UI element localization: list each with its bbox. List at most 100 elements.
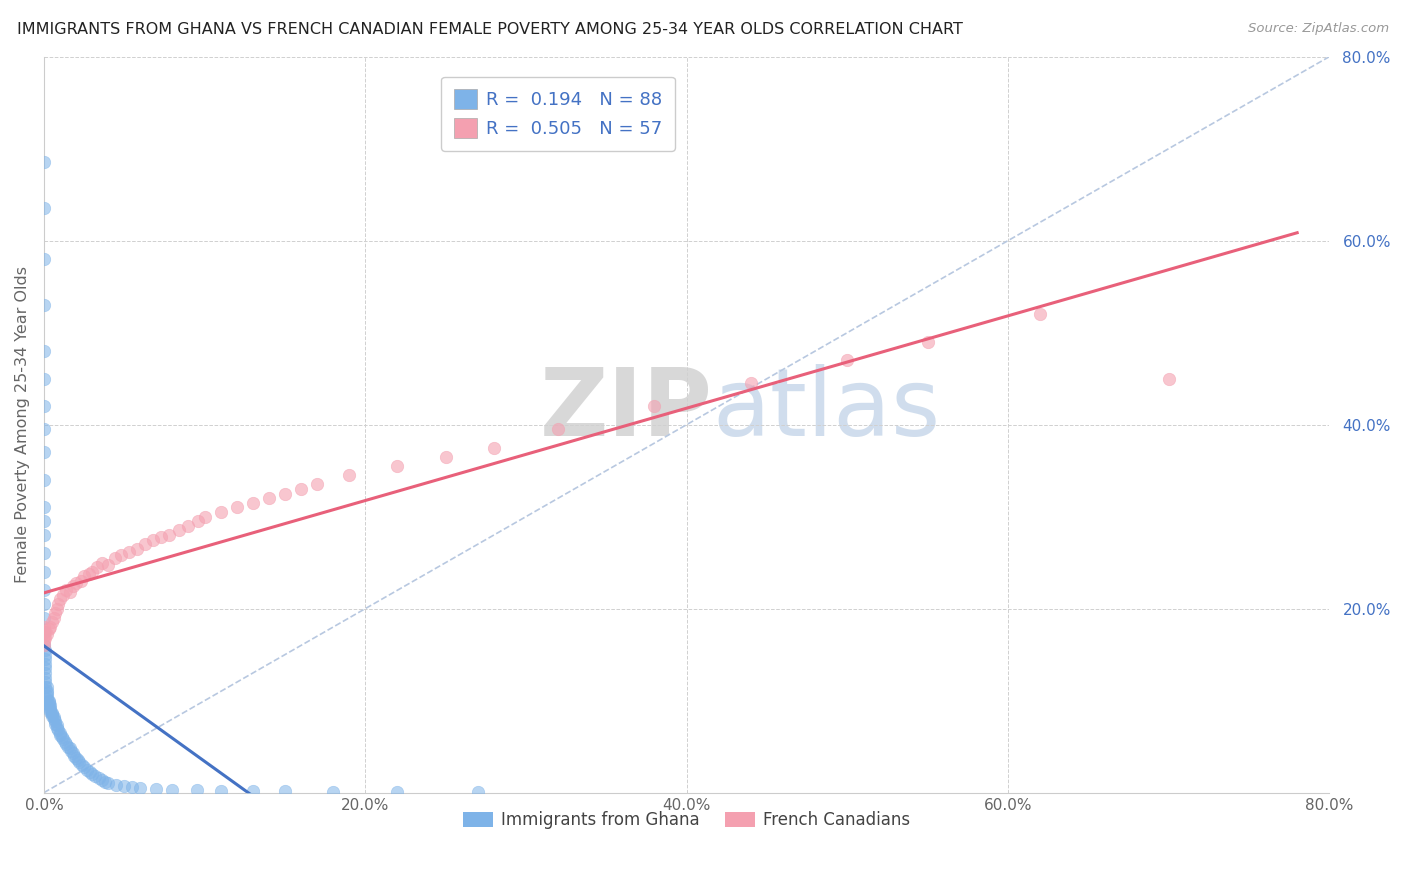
Point <box>34 671 56 685</box>
Point <box>73 569 96 583</box>
Point <box>79 765 101 780</box>
Point <box>49 592 72 607</box>
Point <box>48 723 70 737</box>
Point <box>187 514 209 528</box>
Point <box>34 631 56 645</box>
Point <box>112 779 135 793</box>
Point <box>65 750 87 764</box>
Point <box>39 701 62 715</box>
Point <box>305 477 328 491</box>
Point <box>37 689 59 703</box>
Point <box>97 558 120 572</box>
Point <box>482 441 505 455</box>
Point <box>209 505 232 519</box>
Point <box>42 712 65 726</box>
Point <box>62 746 84 760</box>
Point <box>209 784 232 798</box>
Point <box>69 574 91 588</box>
Point <box>80 767 103 781</box>
Point <box>129 780 152 795</box>
Point <box>77 566 100 581</box>
Point <box>290 482 312 496</box>
Point <box>59 585 82 599</box>
Point <box>32 372 55 386</box>
Point <box>32 514 55 528</box>
Point <box>118 544 141 558</box>
Point <box>49 726 72 740</box>
Point <box>32 528 55 542</box>
Point <box>44 607 66 621</box>
Point <box>32 611 55 625</box>
Point <box>242 784 264 798</box>
Point <box>84 769 107 783</box>
Point <box>97 776 120 790</box>
Point <box>80 565 103 579</box>
Point <box>643 399 665 413</box>
Point <box>37 627 59 641</box>
Point <box>32 473 55 487</box>
Point <box>66 754 89 768</box>
Point <box>125 541 148 556</box>
Point <box>34 657 56 671</box>
Point <box>41 707 63 722</box>
Point <box>167 524 190 538</box>
Point <box>32 546 55 560</box>
Point <box>103 551 125 566</box>
Point <box>32 399 55 413</box>
Point <box>34 675 56 690</box>
Point <box>39 703 62 717</box>
Point <box>90 556 112 570</box>
Point <box>41 709 63 723</box>
Point <box>32 252 55 266</box>
Point <box>56 739 79 754</box>
Point <box>32 565 55 579</box>
Point <box>45 601 67 615</box>
Point <box>34 624 56 639</box>
Point <box>322 785 344 799</box>
Legend: Immigrants from Ghana, French Canadians: Immigrants from Ghana, French Canadians <box>456 805 917 836</box>
Point <box>34 680 56 694</box>
Point <box>44 716 66 731</box>
Point <box>150 530 173 544</box>
Point <box>52 732 75 747</box>
Point <box>110 549 132 563</box>
Point <box>387 785 409 799</box>
Point <box>162 783 184 797</box>
Point <box>193 509 215 524</box>
Point <box>39 705 62 719</box>
Point <box>32 597 55 611</box>
Point <box>121 780 143 794</box>
Point <box>837 353 859 368</box>
Point <box>67 756 90 770</box>
Point <box>60 744 83 758</box>
Point <box>105 778 128 792</box>
Point <box>134 537 156 551</box>
Point <box>38 622 60 636</box>
Point <box>72 758 94 772</box>
Point <box>34 643 56 657</box>
Point <box>337 468 360 483</box>
Point <box>1157 372 1180 386</box>
Point <box>48 597 70 611</box>
Point <box>62 579 84 593</box>
Point <box>94 774 117 789</box>
Point <box>547 422 569 436</box>
Point <box>59 741 82 756</box>
Point <box>49 728 72 742</box>
Point <box>32 629 55 643</box>
Point <box>55 737 77 751</box>
Point <box>37 686 59 700</box>
Point <box>32 639 55 653</box>
Point <box>32 445 55 459</box>
Point <box>32 422 55 436</box>
Point <box>32 639 55 653</box>
Point <box>142 533 165 547</box>
Point <box>32 620 55 634</box>
Point <box>274 486 297 500</box>
Point <box>41 615 63 630</box>
Point <box>44 714 66 728</box>
Point <box>38 698 60 713</box>
Text: IMMIGRANTS FROM GHANA VS FRENCH CANADIAN FEMALE POVERTY AMONG 25-34 YEAR OLDS CO: IMMIGRANTS FROM GHANA VS FRENCH CANADIAN… <box>17 22 963 37</box>
Point <box>76 763 98 777</box>
Point <box>145 782 167 797</box>
